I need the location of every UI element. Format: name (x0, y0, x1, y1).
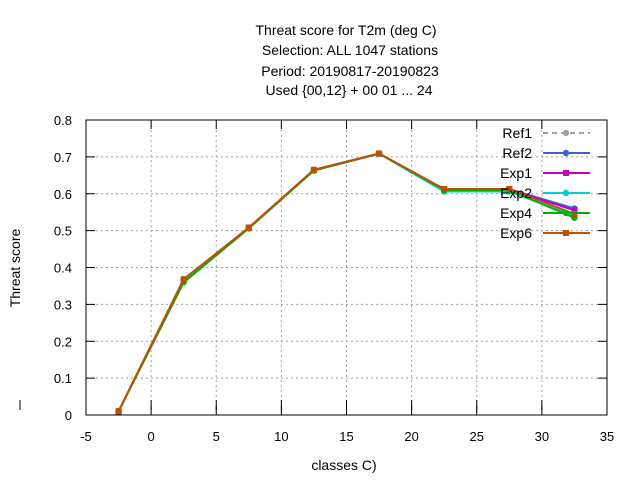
series-exp6 (115, 150, 578, 415)
data-point-exp6 (245, 224, 252, 231)
y-tick-label: 0.2 (54, 334, 72, 349)
legend-marker-exp2 (562, 189, 570, 197)
data-point-exp6 (441, 185, 448, 192)
x-tick-label: 20 (404, 429, 418, 444)
data-point-exp6 (115, 408, 122, 415)
legend-marker-ref2 (562, 149, 570, 157)
y-tick-label: 0.1 (54, 371, 72, 386)
legend-marker-exp1 (563, 170, 569, 176)
y-tick-label: 0.7 (54, 150, 72, 165)
grid (86, 120, 607, 415)
x-axis-label: classes C) (311, 457, 376, 473)
x-tick-label: 15 (339, 429, 353, 444)
title-line-4: Used {00,12} + 00 01 ... 24 (266, 82, 433, 98)
title-line-3: Period: 20190817-20190823 (261, 63, 439, 79)
legend-label-exp2: Exp2 (500, 185, 532, 201)
x-tick-labels: -5 0 5 10 15 20 25 30 35 (80, 429, 614, 444)
data-point-exp6 (506, 185, 513, 192)
data-point-exp6 (376, 150, 383, 157)
legend-item-ref2: Ref2 (502, 145, 590, 161)
x-tick-label: 0 (148, 429, 155, 444)
y-axis-label: Threat score (7, 228, 23, 307)
y-tick-label: 0.5 (54, 224, 72, 239)
data-series (115, 150, 578, 415)
y-tick-label: 0.4 (54, 261, 72, 276)
legend-label-exp1: Exp1 (500, 165, 532, 181)
data-point-exp6 (310, 166, 317, 173)
legend-label-ref1: Ref1 (502, 125, 532, 141)
legend-label-ref2: Ref2 (502, 145, 532, 161)
legend-item-exp2: Exp2 (500, 185, 590, 201)
y-tick-label: 0.8 (54, 113, 72, 128)
x-tick-label: 35 (600, 429, 614, 444)
legend: Ref1 Ref2 Exp1 Exp2 Exp4 Exp6 (500, 125, 590, 241)
data-point-exp6 (571, 211, 578, 218)
legend-marker-exp6 (563, 230, 569, 236)
y-tick-label: 0 (65, 408, 72, 423)
legend-label-exp4: Exp4 (500, 205, 532, 221)
title-line-1: Threat score for T2m (deg C) (255, 22, 436, 38)
y-tick-labels: 0 0.1 0.2 0.3 0.4 0.5 0.6 0.7 0.8 (54, 113, 72, 423)
series-line-exp6 (117, 152, 575, 412)
legend-item-ref1: Ref1 (502, 125, 590, 141)
data-point-exp1 (571, 207, 578, 214)
legend-item-exp1: Exp1 (500, 165, 590, 181)
legend-marker-exp4 (562, 209, 570, 217)
plot-frame (85, 119, 608, 416)
y-tick-label: 0.3 (54, 297, 72, 312)
x-tick-label: 30 (535, 429, 549, 444)
x-tick-label: 10 (274, 429, 288, 444)
chart-title: Threat score for T2m (deg C) Selection: … (255, 22, 438, 98)
title-line-2: Selection: ALL 1047 stations (262, 42, 438, 58)
data-point-exp6 (180, 276, 187, 283)
x-tick-label: -5 (80, 429, 92, 444)
x-tick-label: 5 (213, 429, 220, 444)
legend-label-exp6: Exp6 (500, 225, 532, 241)
legend-item-exp4: Exp4 (500, 205, 590, 221)
y-tick-label: 0.6 (54, 187, 72, 202)
legend-marker-ref1 (562, 129, 570, 137)
legend-item-exp6: Exp6 (500, 225, 590, 241)
x-tick-label: 25 (470, 429, 484, 444)
